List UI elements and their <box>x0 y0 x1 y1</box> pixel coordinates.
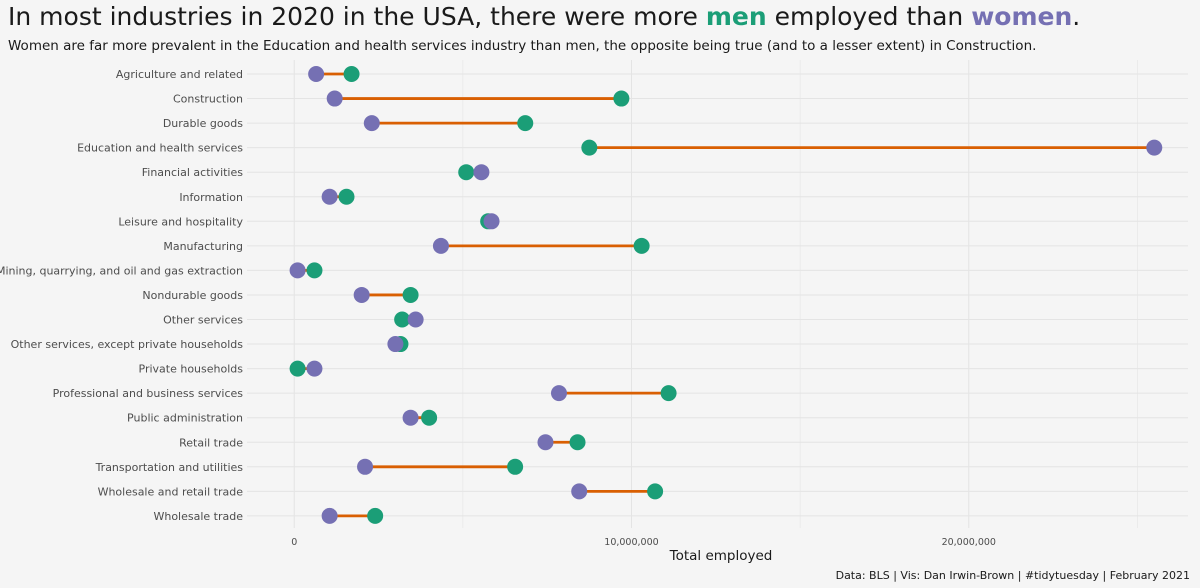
women-point <box>407 311 424 328</box>
category-label: Public administration <box>127 412 243 425</box>
category-label: Durable goods <box>163 117 243 130</box>
category-label: Nondurable goods <box>142 289 243 302</box>
men-point <box>613 90 630 107</box>
title-men-highlight: men <box>705 2 767 31</box>
men-point <box>421 409 438 426</box>
women-point <box>483 213 500 230</box>
women-point <box>432 237 449 254</box>
men-point <box>660 385 677 402</box>
men-point <box>402 286 419 303</box>
category-label: Private households <box>139 363 244 376</box>
y-axis-labels: Agriculture and related Construction Durab… <box>0 68 243 523</box>
category-label: Other services <box>163 314 243 327</box>
x-axis-title: Total employed <box>669 548 773 564</box>
category-label: Professional and business services <box>53 387 244 400</box>
category-label: Leisure and hospitality <box>118 215 243 228</box>
women-point <box>321 188 338 205</box>
women-point <box>363 115 380 132</box>
men-point <box>507 458 524 475</box>
title-part-after: . <box>1072 2 1081 31</box>
women-point <box>357 458 374 475</box>
women-point <box>308 66 325 82</box>
category-label: Wholesale and retail trade <box>98 485 244 498</box>
women-point <box>321 507 338 524</box>
men-point <box>367 507 384 524</box>
segment-layer <box>297 72 1155 518</box>
category-label: Transportation and utilities <box>95 461 244 474</box>
category-label: Education and health services <box>77 142 243 155</box>
category-label: Manufacturing <box>163 240 243 253</box>
x-tick-label: 0 <box>291 537 297 548</box>
men-point <box>343 66 360 82</box>
men-point <box>517 115 534 132</box>
men-point <box>633 237 650 254</box>
men-point <box>289 360 306 377</box>
category-label: Financial activities <box>142 166 244 179</box>
women-point <box>473 164 490 181</box>
women-point <box>387 336 404 353</box>
men-point <box>569 434 586 451</box>
men-point <box>458 164 475 181</box>
title-part-middle: employed than <box>766 2 972 31</box>
category-label: Construction <box>173 93 243 106</box>
category-label: Retail trade <box>179 436 243 449</box>
chart-title: In most industries in 2020 in the USA, t… <box>8 2 1080 31</box>
women-point <box>550 385 567 402</box>
women-point <box>353 286 370 303</box>
men-point <box>394 311 411 328</box>
women-point <box>289 262 306 279</box>
category-label: Agriculture and related <box>116 68 243 81</box>
category-label: Wholesale trade <box>153 510 243 523</box>
category-label: Mining, quarrying, and oil and gas extra… <box>0 264 243 277</box>
x-tick-label: 10,000,000 <box>604 537 658 548</box>
title-women-highlight: women <box>971 2 1073 31</box>
women-point <box>1146 139 1163 156</box>
chart-caption: Data: BLS | Vis: Dan Irwin-Brown | #tidy… <box>835 569 1190 582</box>
men-point <box>581 139 598 156</box>
x-axis: 0 10,000,000 20,000,000 Total employed <box>291 537 996 564</box>
women-point <box>326 90 343 107</box>
men-point <box>306 262 323 279</box>
women-point <box>306 360 323 377</box>
x-tick-label: 20,000,000 <box>942 537 996 548</box>
chart-subtitle: Women are far more prevalent in the Educ… <box>8 38 1037 54</box>
men-point <box>338 188 355 205</box>
point-layer <box>289 66 1163 524</box>
title-part-before: In most industries in 2020 in the USA, t… <box>8 2 706 31</box>
men-point <box>647 483 664 500</box>
women-point <box>402 409 419 426</box>
women-point <box>571 483 588 500</box>
category-label: Information <box>179 191 243 204</box>
women-point <box>537 434 554 451</box>
category-label: Other services, except private household… <box>11 338 244 351</box>
